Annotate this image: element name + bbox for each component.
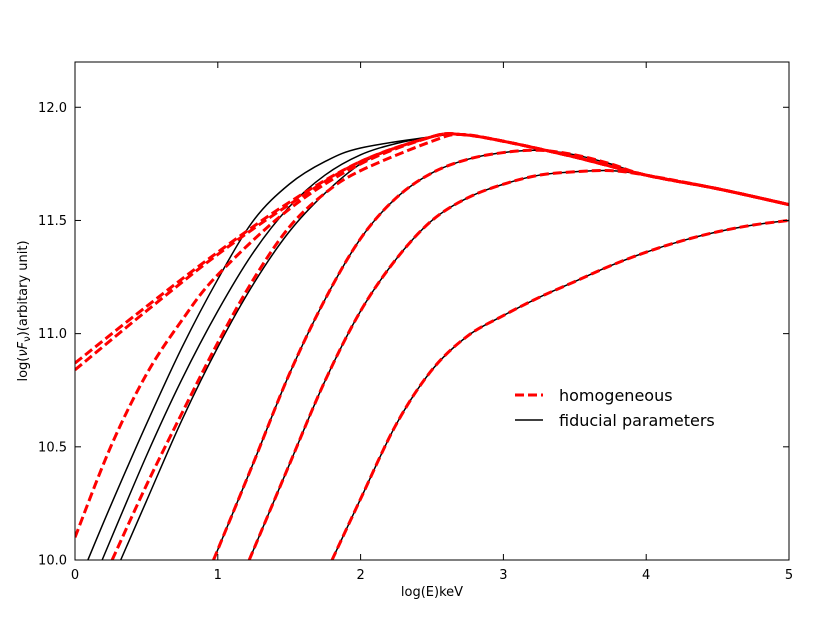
tick-layer: 0 1 2 3 4 5 10.0 10.5 11.0 11.5 12.0 <box>38 62 793 583</box>
series-layer <box>75 131 789 560</box>
y-axis-label-part: log( <box>16 357 31 382</box>
x-tick-label: 3 <box>499 568 507 583</box>
series-line-7 <box>212 148 789 560</box>
x-tick-label: 4 <box>642 568 650 583</box>
legend-label-fiducial: fiducial parameters <box>559 411 715 430</box>
x-tick-label: 2 <box>356 568 364 583</box>
plot-frame <box>74 61 790 561</box>
legend-label-homogeneous: homogeneous <box>559 386 673 405</box>
x-axis-label: log(E)keV <box>401 585 463 600</box>
x-tick-label: 0 <box>71 568 79 583</box>
x-tick-label: 5 <box>785 568 793 583</box>
series-line-9 <box>330 218 789 560</box>
legend: homogeneous fiducial parameters <box>515 386 715 430</box>
y-tick-label: 11.0 <box>38 327 67 342</box>
y-tick-label: 10.5 <box>38 440 67 455</box>
y-axis-label: log(νFν)(arbitary unit) <box>16 240 33 381</box>
series-line-3 <box>110 132 789 560</box>
y-tick-label: 12.0 <box>38 101 67 116</box>
y-tick-label: 11.5 <box>38 214 67 229</box>
y-tick-label: 10.0 <box>38 554 67 569</box>
y-axis-label-part: )(arbitary unit) <box>16 240 31 336</box>
y-axis-label-part: νF <box>16 341 31 356</box>
x-tick-label: 1 <box>214 568 222 583</box>
series-line-8 <box>247 168 789 560</box>
y-axis-label-part: ν <box>22 336 33 342</box>
